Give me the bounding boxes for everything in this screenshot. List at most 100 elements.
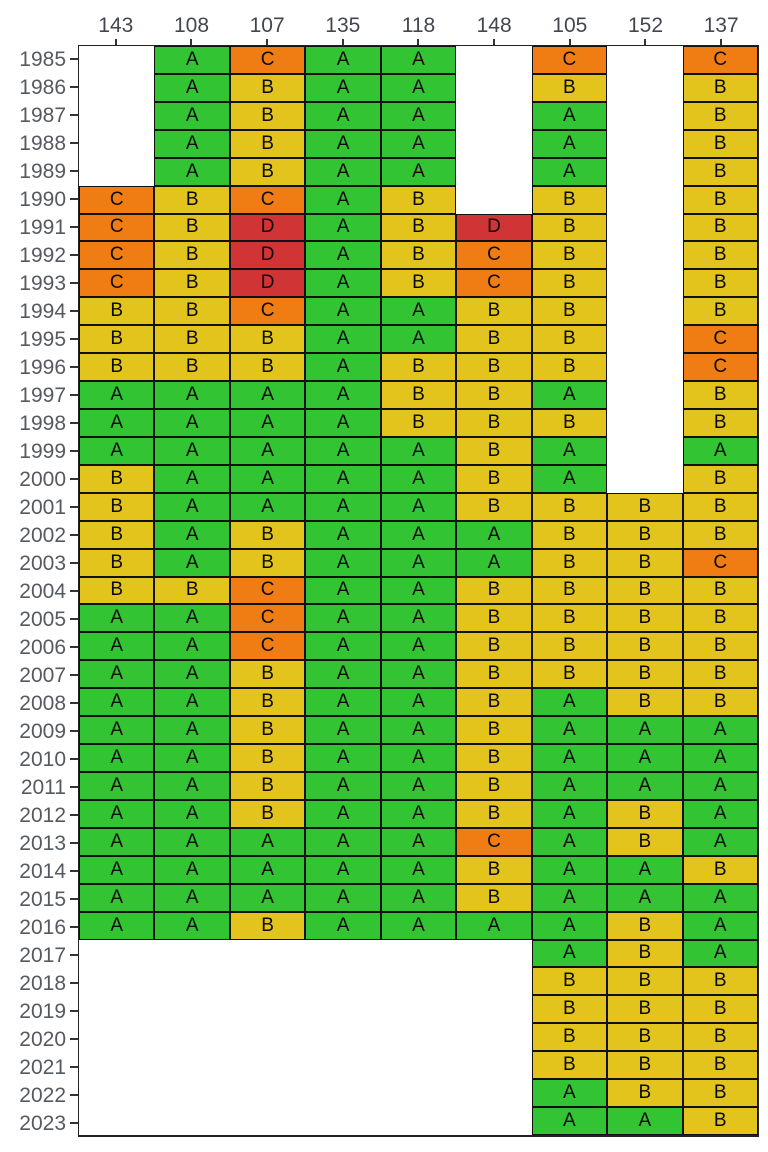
grid-cell: A (305, 73, 381, 102)
y-axis-label: 2022 (19, 1083, 66, 1107)
grid-cell: A (456, 911, 532, 940)
grid-cell: A (682, 939, 758, 968)
y-axis-tick (70, 478, 78, 480)
grid-cell-empty (456, 940, 531, 968)
grid-cell: C (682, 46, 758, 74)
y-axis-label: 1988 (19, 131, 66, 155)
grid-cell: B (607, 688, 683, 717)
x-axis-column: 148 (456, 0, 532, 45)
y-axis-label: 2008 (19, 691, 66, 715)
grid-cell: A (79, 436, 155, 465)
grid-cell-empty (607, 437, 682, 465)
grid-cell: B (79, 325, 155, 354)
y-axis-tick (70, 814, 78, 816)
grid-cell-empty (381, 940, 456, 968)
y-axis-label: 2011 (20, 775, 66, 799)
grid-cell: B (456, 297, 532, 326)
grid-cell: A (154, 520, 230, 549)
grid-cell: B (682, 1023, 758, 1052)
y-axis-label: 2004 (19, 579, 66, 603)
x-axis-label: 107 (249, 14, 285, 37)
grid-cell: C (229, 604, 306, 633)
x-axis-tick (341, 39, 344, 45)
grid-cell: A (154, 632, 230, 661)
grid-cell: A (531, 464, 608, 493)
grid-cell: D (456, 213, 532, 242)
grid-cell: A (229, 883, 306, 912)
grid-cell: A (380, 46, 457, 74)
grid-cell: B (380, 185, 457, 214)
y-axis-row: 2021 (0, 1053, 78, 1081)
grid-cell: B (607, 604, 683, 633)
grid-cell: B (607, 520, 683, 549)
grid-cell: A (305, 548, 381, 577)
grid-cell: B (682, 604, 758, 633)
y-axis-label: 1999 (19, 439, 66, 463)
grid-cell: A (305, 604, 381, 633)
grid-cell: A (79, 716, 155, 745)
grid-cell-empty (607, 297, 682, 325)
grid-cell: B (154, 213, 230, 242)
grid-cell: A (682, 911, 758, 940)
grid-cell: A (682, 827, 758, 856)
x-axis-label: 135 (325, 14, 361, 37)
grid-cell: B (682, 688, 758, 717)
grid-cell: B (229, 771, 306, 800)
grid-cell: B (229, 799, 306, 828)
grid-cell: A (305, 799, 381, 828)
grid-cell-empty (607, 130, 682, 158)
y-axis-label: 1995 (19, 327, 66, 351)
y-axis-tick (70, 422, 78, 424)
grid-cell: A (154, 744, 230, 772)
y-axis-label: 1987 (19, 103, 66, 127)
y-axis-row: 1996 (0, 353, 78, 381)
y-axis-row: 2005 (0, 605, 78, 633)
grid-cell: B (531, 297, 608, 326)
y-axis-row: 1999 (0, 437, 78, 465)
grid-cell: A (305, 101, 381, 130)
grid-cell: A (380, 716, 457, 745)
grid-cell: B (682, 185, 758, 214)
y-axis-label: 2012 (19, 803, 66, 827)
grid-cell: B (154, 325, 230, 354)
grid-cell: A (607, 855, 683, 884)
grid-cell: B (531, 1023, 608, 1052)
grid-cell-empty (607, 74, 682, 102)
grid-cell: A (380, 436, 457, 465)
x-axis-label: 148 (476, 14, 512, 37)
grid-cell-empty (154, 1107, 229, 1135)
grid-cell: B (456, 576, 532, 605)
grid-cell-empty (607, 214, 682, 242)
grid-cell: A (305, 716, 381, 745)
grid-cell: A (154, 604, 230, 633)
grid-cell: A (607, 744, 683, 772)
grid-cell-empty (79, 967, 154, 995)
y-axis-tick (70, 86, 78, 88)
y-axis-row: 1988 (0, 129, 78, 157)
grid-cell: B (607, 492, 683, 521)
grid-cell: B (79, 576, 155, 605)
grid-cell: B (456, 436, 532, 465)
y-axis-label: 2017 (19, 943, 66, 967)
grid-cell-empty (79, 130, 154, 158)
grid-cell: B (531, 213, 608, 242)
grid-cell: A (380, 660, 457, 689)
grid-cell: A (380, 771, 457, 800)
grid-cell: A (305, 744, 381, 772)
y-axis-label: 2009 (19, 719, 66, 743)
grid-cell: D (229, 241, 306, 270)
grid-cell: A (380, 101, 457, 130)
grid-cell: C (682, 353, 758, 382)
grid-cell: A (154, 688, 230, 717)
grid-cell: A (154, 883, 230, 912)
y-axis-left: 1985 1986 1987 1988 1989 1990 1991 1992 1993 1994… (0, 45, 78, 1137)
y-axis-tick (70, 730, 78, 732)
grid-cell: A (305, 129, 381, 158)
y-axis-row: 2003 (0, 549, 78, 577)
grid-cell: B (456, 325, 532, 354)
y-axis-row: 2020 (0, 1025, 78, 1053)
grid-cell: A (79, 381, 155, 409)
grid-cell: A (305, 269, 381, 298)
grid-cell: A (305, 185, 381, 214)
grid-cell-empty (305, 967, 380, 995)
